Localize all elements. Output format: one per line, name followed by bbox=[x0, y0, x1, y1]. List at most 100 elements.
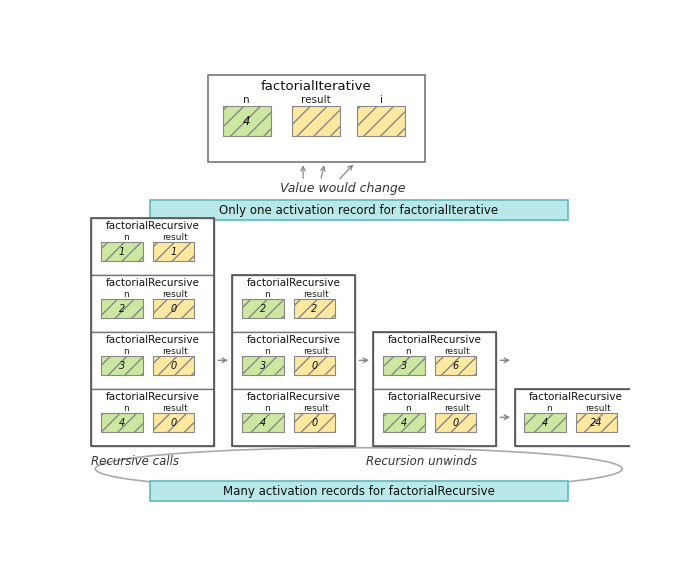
Text: factorialRecursive: factorialRecursive bbox=[106, 222, 200, 231]
Text: result: result bbox=[585, 403, 610, 413]
Text: result: result bbox=[162, 233, 188, 242]
Text: result: result bbox=[162, 347, 188, 355]
Bar bbox=[384, 414, 425, 432]
Text: 0: 0 bbox=[170, 418, 176, 428]
Bar bbox=[102, 414, 143, 432]
Text: 0: 0 bbox=[312, 361, 318, 371]
Text: i: i bbox=[379, 95, 383, 105]
Text: factorialRecursive: factorialRecursive bbox=[246, 278, 341, 288]
Bar bbox=[150, 481, 568, 501]
Bar bbox=[374, 332, 496, 389]
Bar bbox=[223, 106, 271, 136]
Text: result: result bbox=[162, 403, 188, 413]
Text: factorialRecursive: factorialRecursive bbox=[388, 335, 482, 345]
Bar bbox=[102, 357, 143, 375]
Text: 0: 0 bbox=[452, 418, 458, 428]
Text: result: result bbox=[303, 403, 328, 413]
Bar bbox=[242, 299, 284, 319]
Text: result: result bbox=[303, 290, 328, 298]
Text: n: n bbox=[264, 290, 270, 298]
Text: factorialRecursive: factorialRecursive bbox=[106, 335, 200, 345]
Text: n: n bbox=[264, 403, 270, 413]
Text: Recursive calls: Recursive calls bbox=[92, 455, 179, 468]
Text: factorialRecursive: factorialRecursive bbox=[106, 278, 200, 288]
Bar bbox=[374, 332, 496, 446]
Text: result: result bbox=[301, 95, 331, 105]
Text: n: n bbox=[122, 347, 129, 355]
Bar bbox=[294, 414, 335, 432]
Bar bbox=[524, 414, 566, 432]
Bar bbox=[92, 218, 214, 275]
Bar bbox=[242, 357, 284, 375]
Text: 0: 0 bbox=[170, 304, 176, 314]
Bar bbox=[232, 275, 355, 446]
Text: 2: 2 bbox=[119, 304, 125, 314]
Bar bbox=[208, 76, 425, 162]
Text: n: n bbox=[122, 290, 129, 298]
Text: n: n bbox=[405, 347, 411, 355]
Bar bbox=[435, 414, 476, 432]
Bar bbox=[153, 299, 194, 319]
Text: factorialRecursive: factorialRecursive bbox=[246, 335, 341, 345]
Text: 6: 6 bbox=[452, 361, 458, 371]
Text: 3: 3 bbox=[260, 361, 266, 371]
Bar bbox=[294, 299, 335, 319]
Bar bbox=[575, 414, 617, 432]
Text: Only one activation record for factorialIterative: Only one activation record for factorial… bbox=[219, 204, 498, 216]
Text: Value would change: Value would change bbox=[281, 182, 406, 195]
Text: factorialRecursive: factorialRecursive bbox=[388, 392, 482, 402]
Bar bbox=[358, 106, 405, 136]
Bar bbox=[294, 357, 335, 375]
Bar bbox=[153, 242, 194, 261]
Text: n: n bbox=[244, 95, 250, 105]
Bar bbox=[102, 242, 143, 261]
Text: result: result bbox=[444, 403, 470, 413]
Bar bbox=[153, 357, 194, 375]
Text: 24: 24 bbox=[590, 418, 603, 428]
Text: Many activation records for factorialRecursive: Many activation records for factorialRec… bbox=[223, 485, 495, 498]
Text: 1: 1 bbox=[170, 247, 176, 257]
Text: n: n bbox=[122, 233, 129, 242]
Text: 4: 4 bbox=[260, 418, 266, 428]
Text: 2: 2 bbox=[260, 304, 266, 314]
Bar bbox=[232, 332, 355, 389]
Bar bbox=[92, 218, 214, 446]
Text: factorialRecursive: factorialRecursive bbox=[106, 392, 200, 402]
Bar bbox=[92, 332, 214, 389]
Text: 0: 0 bbox=[170, 361, 176, 371]
Text: 3: 3 bbox=[119, 361, 125, 371]
Bar bbox=[242, 414, 284, 432]
Text: 1: 1 bbox=[119, 247, 125, 257]
Bar bbox=[514, 389, 637, 446]
Text: 0: 0 bbox=[312, 418, 318, 428]
Text: n: n bbox=[546, 403, 552, 413]
Text: 3: 3 bbox=[401, 361, 407, 371]
Bar bbox=[92, 275, 214, 332]
Text: result: result bbox=[444, 347, 470, 355]
Text: 4: 4 bbox=[542, 418, 548, 428]
Bar bbox=[374, 389, 496, 446]
Bar bbox=[293, 106, 340, 136]
Bar bbox=[514, 389, 637, 446]
Bar bbox=[435, 357, 476, 375]
Text: Recursion unwinds: Recursion unwinds bbox=[365, 455, 477, 468]
Bar bbox=[232, 275, 355, 332]
Bar bbox=[153, 414, 194, 432]
Text: 4: 4 bbox=[243, 115, 251, 128]
Text: result: result bbox=[303, 347, 328, 355]
Bar bbox=[232, 389, 355, 446]
Text: factorialRecursive: factorialRecursive bbox=[528, 392, 623, 402]
Text: n: n bbox=[264, 347, 270, 355]
Text: factorialRecursive: factorialRecursive bbox=[246, 392, 341, 402]
Bar bbox=[384, 357, 425, 375]
Bar bbox=[102, 299, 143, 319]
Bar bbox=[150, 200, 568, 220]
Text: 4: 4 bbox=[401, 418, 407, 428]
Text: 4: 4 bbox=[119, 418, 125, 428]
Text: n: n bbox=[405, 403, 411, 413]
Text: factorialIterative: factorialIterative bbox=[260, 80, 372, 93]
Text: result: result bbox=[162, 290, 188, 298]
Text: 2: 2 bbox=[312, 304, 318, 314]
Text: n: n bbox=[122, 403, 129, 413]
Bar bbox=[92, 389, 214, 446]
